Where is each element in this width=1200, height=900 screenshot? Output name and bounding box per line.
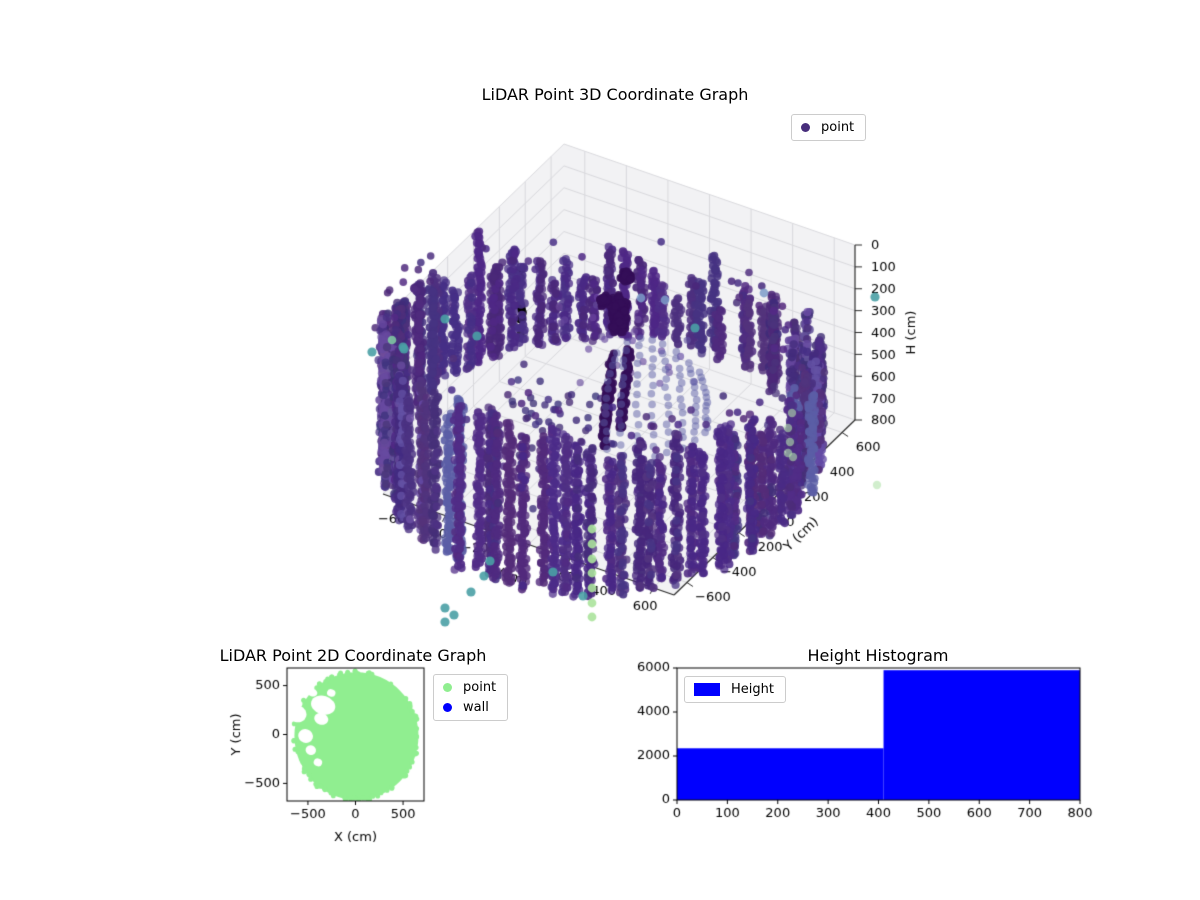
legend-label: point bbox=[821, 120, 855, 135]
point-marker-icon bbox=[443, 683, 452, 692]
legend-row-height: Height bbox=[694, 681, 774, 698]
legend-label: point bbox=[463, 680, 497, 695]
height-swatch-icon bbox=[694, 683, 720, 696]
legend-row-wall: wall bbox=[443, 699, 496, 716]
legend-row-point: point bbox=[801, 119, 854, 136]
plot2d-title: LiDAR Point 2D Coordinate Graph bbox=[219, 646, 487, 665]
legend-label: wall bbox=[463, 700, 489, 715]
plot3d-legend: point bbox=[791, 114, 867, 141]
histogram-legend: Height bbox=[684, 676, 786, 703]
histogram-title: Height Histogram bbox=[807, 646, 949, 665]
legend-row-point: point bbox=[443, 679, 496, 696]
legend-label: Height bbox=[731, 682, 774, 697]
plot3d-title: LiDAR Point 3D Coordinate Graph bbox=[481, 85, 749, 104]
plot2d-legend: point wall bbox=[433, 674, 509, 721]
point-marker-icon bbox=[801, 123, 810, 132]
wall-marker-icon bbox=[443, 703, 452, 712]
